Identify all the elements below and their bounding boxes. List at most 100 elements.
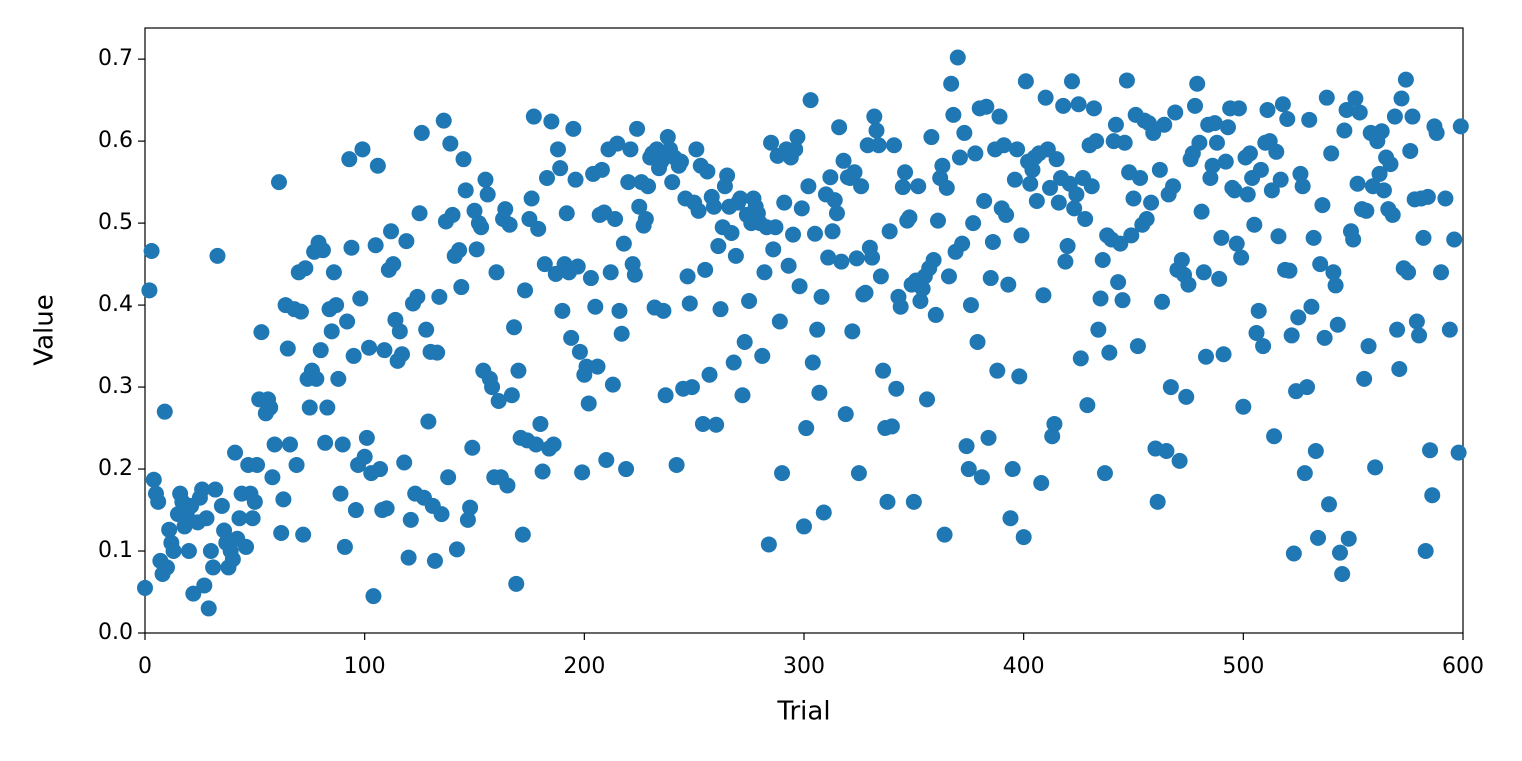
point [602, 264, 619, 281]
point [1048, 151, 1065, 168]
point [1226, 182, 1243, 199]
point [145, 471, 162, 488]
point [238, 538, 255, 555]
point [150, 493, 167, 510]
point [517, 282, 534, 299]
point [1059, 238, 1076, 255]
point [1305, 229, 1322, 246]
point [734, 387, 751, 404]
y-tick-label: 0.3 [98, 374, 133, 399]
point [198, 510, 215, 527]
point [719, 167, 736, 184]
point [965, 215, 982, 232]
point [789, 129, 806, 146]
point [497, 201, 514, 218]
point [292, 303, 309, 320]
point [1340, 530, 1357, 547]
point [837, 406, 854, 423]
point [1386, 108, 1403, 125]
point [385, 256, 402, 273]
point [1450, 444, 1467, 461]
point [1085, 100, 1102, 117]
point [892, 298, 909, 315]
point [767, 219, 784, 236]
point [477, 171, 494, 188]
point [180, 543, 197, 560]
point [701, 366, 718, 383]
point [850, 465, 867, 482]
point [1143, 194, 1160, 211]
x-tick-label: 600 [1442, 654, 1484, 679]
point [281, 436, 298, 453]
point [325, 264, 342, 281]
x-tick-label: 200 [563, 654, 605, 679]
point [1187, 97, 1204, 114]
point [1171, 452, 1188, 469]
point [848, 250, 865, 267]
point [802, 92, 819, 109]
point [312, 342, 329, 359]
point [613, 325, 630, 342]
point [376, 342, 393, 359]
point [973, 469, 990, 486]
point [429, 344, 446, 361]
point [1268, 143, 1285, 160]
point [1013, 227, 1030, 244]
point [754, 347, 771, 364]
point [202, 543, 219, 560]
point [1002, 510, 1019, 527]
point [1358, 202, 1375, 219]
point [1316, 329, 1333, 346]
point [1437, 190, 1454, 207]
point [571, 343, 588, 360]
point [435, 112, 452, 129]
point [618, 461, 635, 478]
point [1351, 104, 1368, 121]
point [1213, 229, 1230, 246]
point [1116, 134, 1133, 151]
point [998, 206, 1015, 223]
point [158, 559, 175, 576]
point [664, 174, 681, 191]
point [394, 346, 411, 363]
point [264, 469, 281, 486]
point [1090, 321, 1107, 338]
point [1296, 465, 1313, 482]
point [1162, 379, 1179, 396]
point [826, 192, 843, 209]
point [1233, 249, 1250, 266]
point [1367, 459, 1384, 476]
point [431, 288, 448, 305]
point [336, 538, 353, 555]
point [1307, 443, 1324, 460]
point [1079, 397, 1096, 414]
point [266, 436, 283, 453]
point [875, 362, 892, 379]
point [1017, 73, 1034, 90]
point [262, 399, 279, 416]
point [347, 502, 364, 519]
point [459, 511, 476, 528]
point [361, 339, 378, 356]
point [736, 333, 753, 350]
point [1197, 348, 1214, 365]
point [444, 206, 461, 223]
point [1154, 293, 1171, 310]
point [352, 290, 369, 307]
point [549, 141, 566, 158]
point [1015, 529, 1032, 546]
point [824, 223, 841, 240]
point [506, 319, 523, 336]
point [341, 151, 358, 168]
x-tick-label: 500 [1222, 654, 1264, 679]
point [653, 153, 670, 170]
point [883, 418, 900, 435]
point [354, 141, 371, 158]
point [659, 129, 676, 146]
point [835, 152, 852, 169]
point [196, 577, 213, 594]
y-tick-label: 0.5 [98, 210, 133, 235]
point [308, 370, 325, 387]
point [451, 242, 468, 259]
point [279, 340, 296, 357]
